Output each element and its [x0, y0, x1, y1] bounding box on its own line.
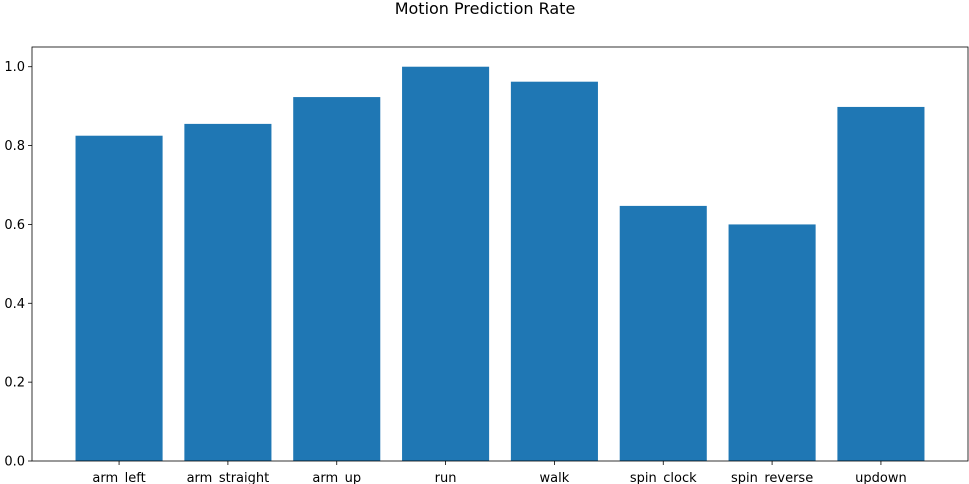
- bar-arm-straight: [184, 123, 272, 461]
- bar-run: [402, 66, 490, 462]
- bar-arm-left: [75, 135, 163, 461]
- axes-frame: [31, 46, 969, 462]
- bar-arm-up: [293, 97, 381, 461]
- y-tick-label: 1.0: [4, 60, 25, 75]
- y-tick-label: 0.2: [4, 376, 25, 391]
- x-tick-label: updown: [855, 471, 907, 484]
- y-tick-label: 0.4: [4, 297, 25, 312]
- x-tick-label: run: [435, 471, 457, 484]
- plot-area: arm_left arm_straight arm_up run walk spin_cl…: [4, 46, 969, 484]
- y-tick-label: 0.0: [4, 455, 25, 470]
- x-tick-label: spin_reverse: [731, 471, 813, 484]
- bar-spin-clock: [619, 205, 707, 461]
- x-tick-label: arm_straight: [187, 471, 270, 484]
- bar-updown: [837, 106, 925, 462]
- y-tick-label: 0.6: [4, 218, 25, 233]
- x-tick-label: arm_left: [92, 471, 145, 484]
- bar-spin-reverse: [728, 224, 816, 461]
- y-tick-label: 0.8: [4, 139, 25, 154]
- x-tick-label: arm_up: [312, 471, 361, 484]
- bar-walk: [510, 81, 598, 461]
- x-tick-label: spin_clock: [630, 471, 697, 484]
- x-tick-label: walk: [540, 471, 570, 484]
- chart-title: Motion Prediction Rate: [395, 0, 576, 18]
